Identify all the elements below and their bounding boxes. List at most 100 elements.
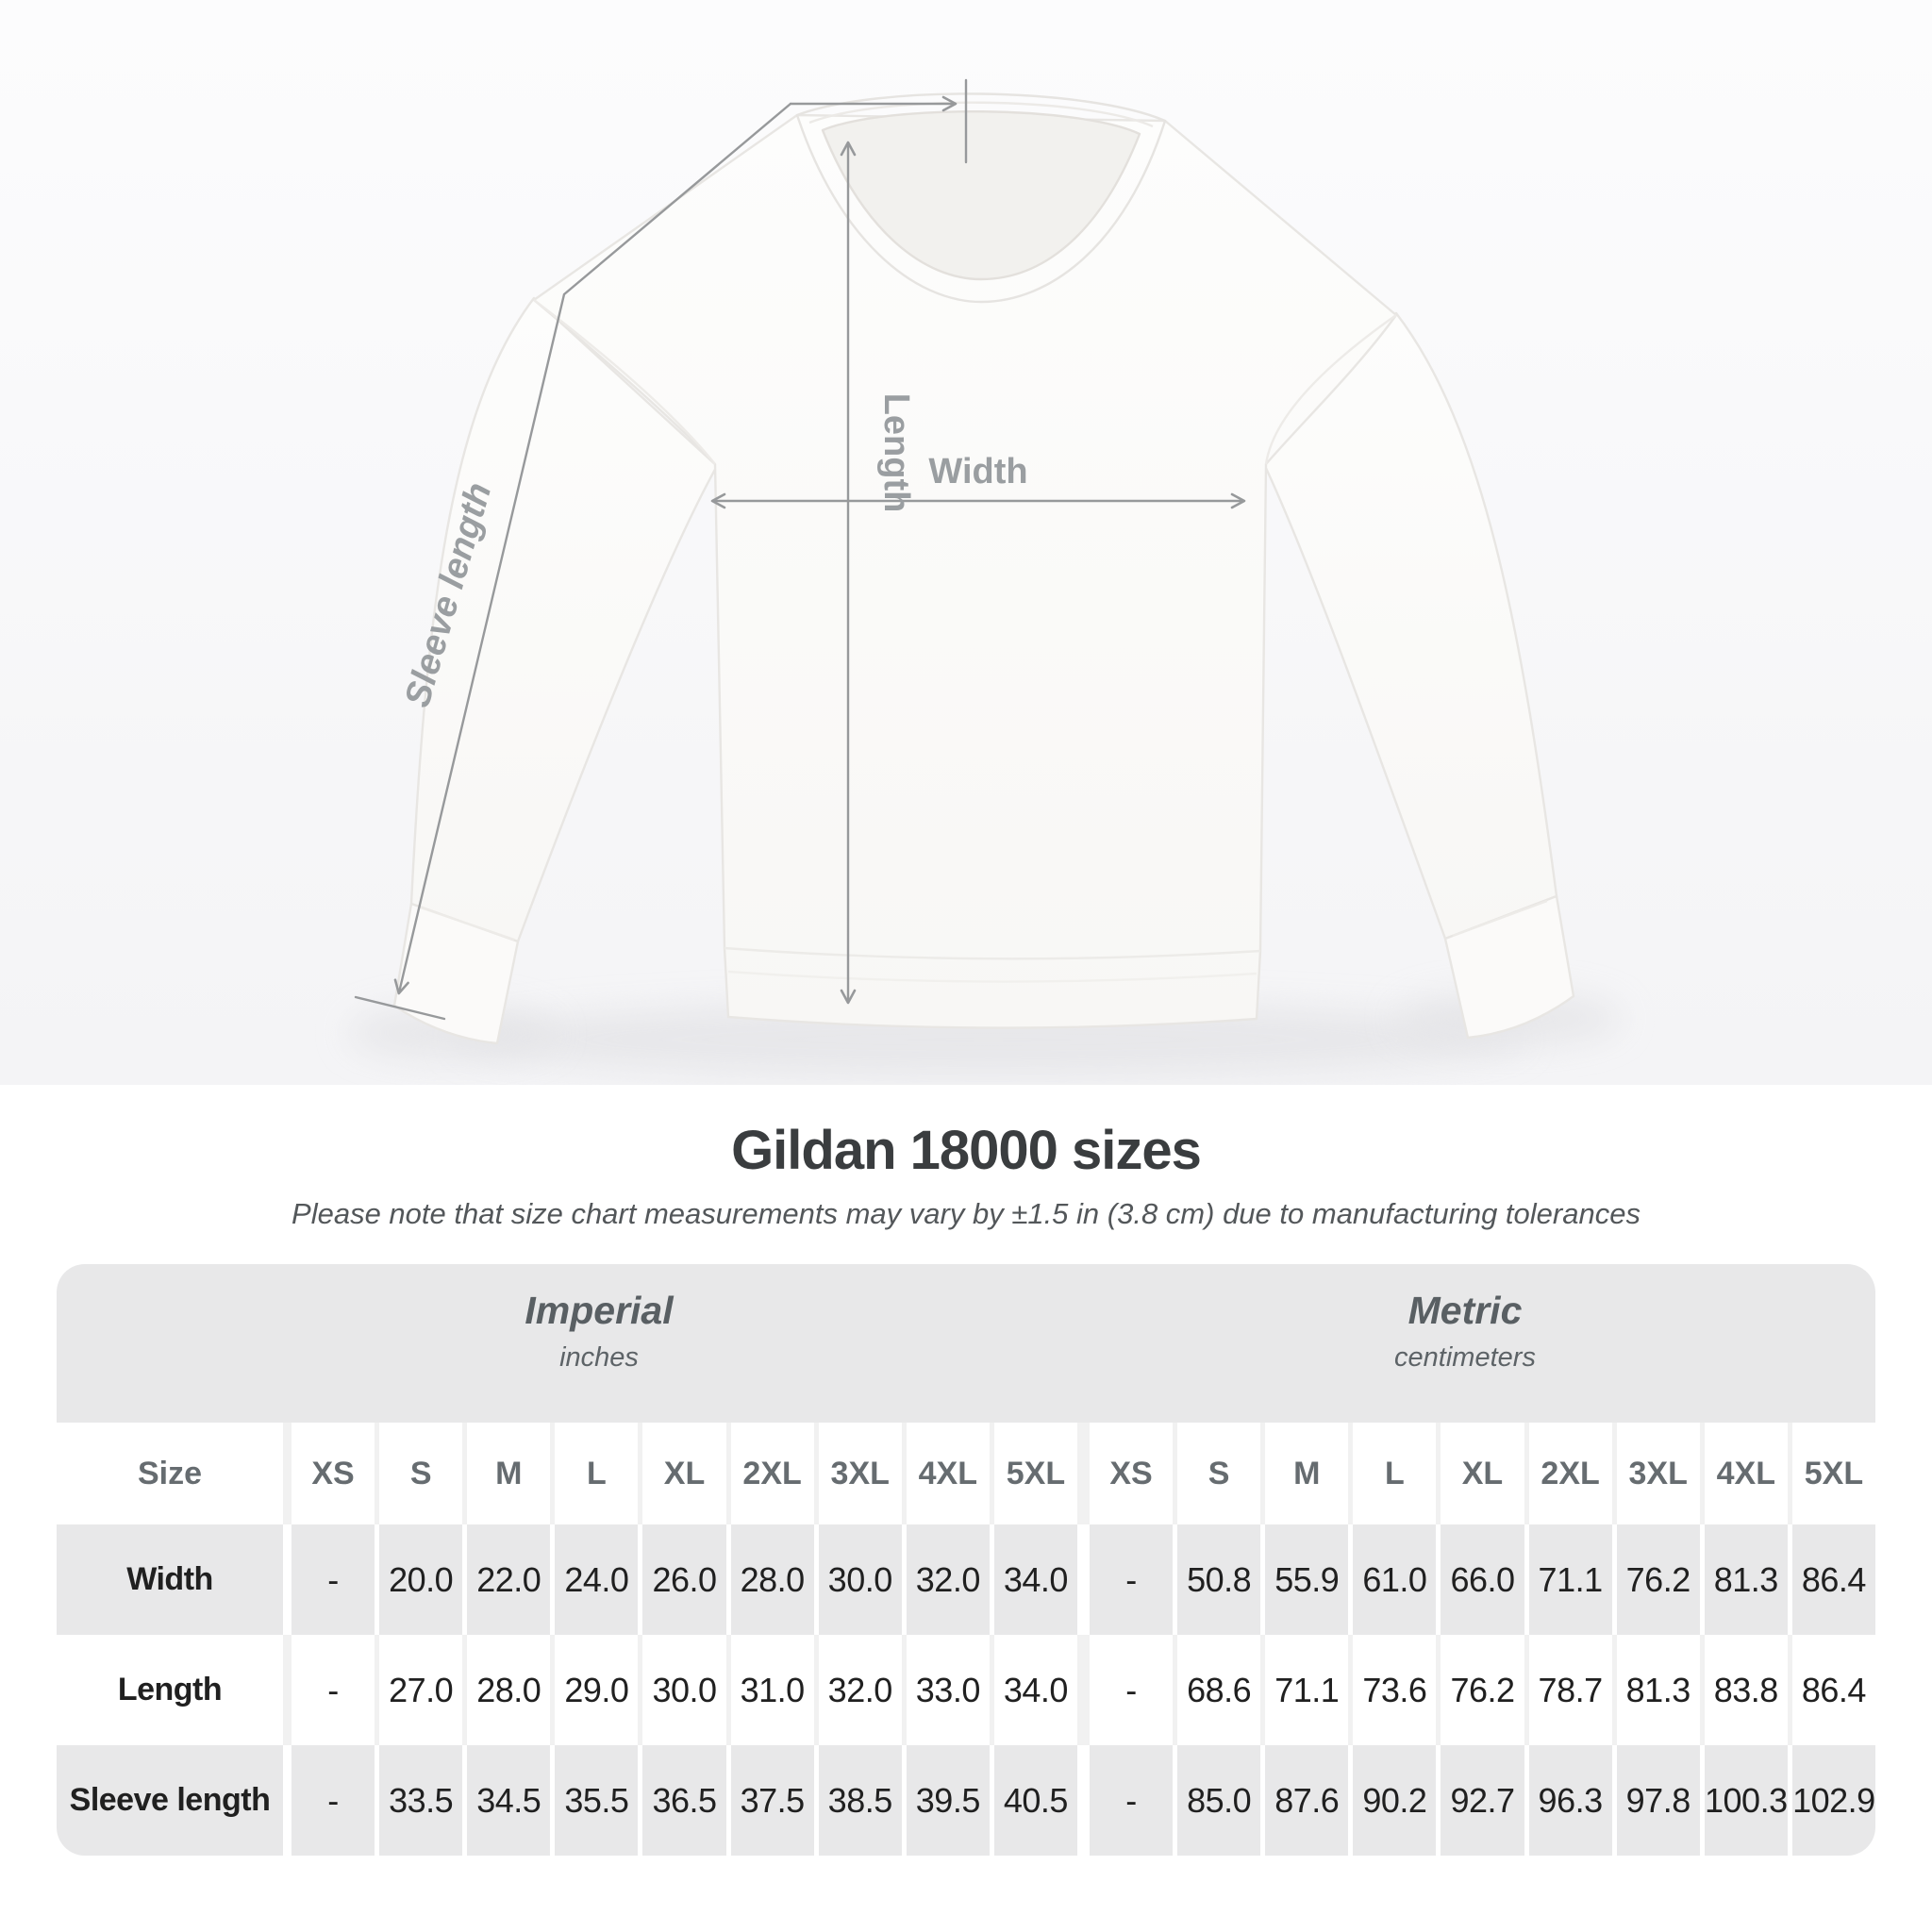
value-cell: 81.3 [1699,1524,1788,1635]
value-cell: 37.5 [725,1745,814,1856]
size-header-cell: M [462,1423,551,1524]
value-cell: 35.5 [550,1745,639,1856]
value-cell: 61.0 [1348,1524,1437,1635]
value-cell: 34.5 [462,1745,551,1856]
value-cell: 76.2 [1611,1524,1700,1635]
size-header-cell: S [1173,1423,1261,1524]
size-header-cell: 4XL [1699,1423,1788,1524]
value-cell: 31.0 [725,1635,814,1745]
size-header-cell: XL [1436,1423,1524,1524]
value-cell: 97.8 [1611,1745,1700,1856]
value-cell: - [283,1745,375,1856]
value-cell: 20.0 [375,1524,463,1635]
value-cell: 30.0 [813,1524,902,1635]
page-subtitle: Please note that size chart measurements… [291,1197,1641,1230]
sweatshirt-illustration: Length Width Sleeve length [0,0,1932,1085]
value-cell: 73.6 [1348,1635,1437,1745]
value-cell: 22.0 [462,1524,551,1635]
row-label: Width [57,1524,283,1635]
table-row-length: Length - 27.0 28.0 29.0 30.0 31.0 32.0 3… [57,1635,1875,1745]
value-cell: 27.0 [375,1635,463,1745]
value-cell: 78.7 [1524,1635,1612,1745]
imperial-group-header: Imperial inches [525,1289,673,1374]
value-cell: - [283,1635,375,1745]
table-row-sleeve-length: Sleeve length - 33.5 34.5 35.5 36.5 37.5… [57,1745,1875,1856]
value-cell: 68.6 [1173,1635,1261,1745]
size-header-cell: XS [1076,1423,1174,1524]
value-cell: 29.0 [550,1635,639,1745]
value-cell: - [283,1524,375,1635]
metric-group-title: Metric [1407,1289,1523,1332]
value-cell: 32.0 [813,1635,902,1745]
value-cell: 92.7 [1436,1745,1524,1856]
imperial-group-unit: inches [559,1342,639,1373]
size-header-cell: XS [283,1423,375,1524]
size-header-cell: XL [638,1423,726,1524]
table-header-row: Size XS S M L XL 2XL 3XL 4XL 5XL XS S M … [57,1423,1875,1524]
size-header-cell: 5XL [989,1423,1077,1524]
value-cell: - [1076,1524,1174,1635]
value-cell: 90.2 [1348,1745,1437,1856]
value-cell: 100.3 [1699,1745,1788,1856]
size-header-cell: L [550,1423,639,1524]
size-header-cell: S [375,1423,463,1524]
value-cell: 40.5 [989,1745,1077,1856]
value-cell: 50.8 [1173,1524,1261,1635]
table-row-width: Width - 20.0 22.0 24.0 26.0 28.0 30.0 32… [57,1524,1875,1635]
value-cell: 39.5 [901,1745,990,1856]
row-label: Length [57,1635,283,1745]
size-header-cell: L [1348,1423,1437,1524]
value-cell: - [1076,1745,1174,1856]
page-title: Gildan 18000 sizes [731,1120,1202,1181]
value-cell: 34.0 [989,1524,1077,1635]
value-cell: 33.5 [375,1745,463,1856]
units-band: Imperial inches Metric centimeters [57,1264,1875,1423]
sweatshirt [392,92,1575,1045]
metric-group-header: Metric centimeters [1394,1289,1536,1374]
product-photo: Length Width Sleeve length [0,0,1932,1085]
value-cell: 34.0 [989,1635,1077,1745]
imperial-group-title: Imperial [525,1289,674,1332]
value-cell: 86.4 [1787,1524,1875,1635]
size-header-cell: 3XL [813,1423,902,1524]
size-header-cell: M [1260,1423,1349,1524]
size-column-header: Size [57,1423,283,1524]
row-label: Sleeve length [57,1745,283,1856]
value-cell: 55.9 [1260,1524,1349,1635]
value-cell: 28.0 [462,1635,551,1745]
size-header-cell: 3XL [1611,1423,1700,1524]
sleeve-length-arrow [393,102,792,995]
value-cell: 36.5 [638,1745,726,1856]
value-cell: 83.8 [1699,1635,1788,1745]
value-cell: 86.4 [1787,1635,1875,1745]
value-cell: 76.2 [1436,1635,1524,1745]
value-cell: - [1076,1635,1174,1745]
value-cell: 71.1 [1260,1635,1349,1745]
title-block: Gildan 18000 sizes Please note that size… [0,1119,1932,1231]
value-cell: 96.3 [1524,1745,1612,1856]
value-cell: 28.0 [725,1524,814,1635]
size-header-cell: 2XL [1524,1423,1612,1524]
value-cell: 81.3 [1611,1635,1700,1745]
size-header-cell: 2XL [725,1423,814,1524]
measurement-annotations [354,78,1246,1021]
value-cell: 24.0 [550,1524,639,1635]
value-cell: 85.0 [1173,1745,1261,1856]
size-chart-table: Imperial inches Metric centimeters Size … [57,1264,1875,1856]
value-cell: 26.0 [638,1524,726,1635]
sleeve-length-end-tick [354,995,446,1021]
value-cell: 66.0 [1436,1524,1524,1635]
value-cell: 30.0 [638,1635,726,1745]
value-cell: 38.5 [813,1745,902,1856]
metric-group-unit: centimeters [1394,1342,1536,1373]
value-cell: 33.0 [901,1635,990,1745]
value-cell: 87.6 [1260,1745,1349,1856]
value-cell: 71.1 [1524,1524,1612,1635]
length-label: Length [876,393,916,513]
width-label: Width [928,452,1027,491]
value-cell: 32.0 [901,1524,990,1635]
size-header-cell: 5XL [1787,1423,1875,1524]
size-header-cell: 4XL [901,1423,990,1524]
value-cell: 102.9 [1787,1745,1875,1856]
